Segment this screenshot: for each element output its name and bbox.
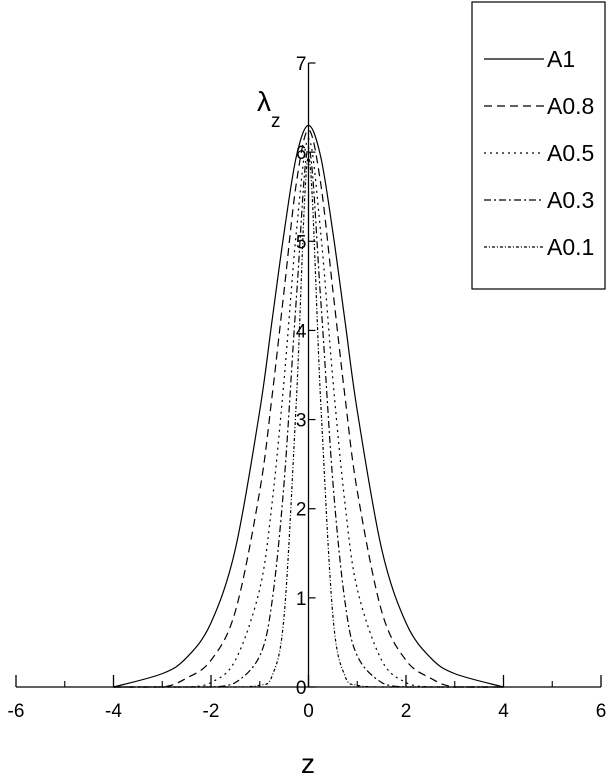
x-tick-label: -2 xyxy=(203,701,220,722)
y-axis-title: λ z xyxy=(257,86,281,132)
legend-label-a0-5: A0.5 xyxy=(547,140,594,166)
x-tick-label: 4 xyxy=(498,701,509,722)
x-tick-label: 2 xyxy=(401,701,412,722)
x-tick-label: -6 xyxy=(8,701,25,722)
axes: -6 -4 -2 0 2 4 6 0 1 2 3 4 5 6 7 xyxy=(8,54,607,722)
x-tick-label: 6 xyxy=(596,701,607,722)
legend: A1 A0.8 A0.5 A0.3 A0.1 xyxy=(471,1,606,290)
x-axis-title-text: z xyxy=(301,748,315,779)
y-tick-label: 5 xyxy=(296,232,307,253)
legend-label-a0-8: A0.8 xyxy=(547,93,594,119)
y-tick-label: 6 xyxy=(296,143,307,164)
legend-label-a0-3: A0.3 xyxy=(547,187,594,213)
legend-label-a1: A1 xyxy=(547,46,575,72)
y-tick-label: 0 xyxy=(296,678,307,699)
x-tick-label: 0 xyxy=(303,701,314,722)
y-tick-label: 4 xyxy=(296,321,307,342)
x-tick-label: -4 xyxy=(105,701,122,722)
y-tick-label: 1 xyxy=(296,589,307,610)
y-tick-label: 7 xyxy=(296,54,307,75)
legend-label-a0-1: A0.1 xyxy=(547,234,594,260)
y-axis-title-subscript: z xyxy=(271,111,281,132)
series-line-a0-8 xyxy=(113,129,504,688)
y-tick-label: 3 xyxy=(296,411,307,432)
x-axis-title: z xyxy=(301,748,315,779)
legend-box xyxy=(471,1,606,290)
y-axis-title-symbol: λ xyxy=(257,86,271,117)
legend-items: A1 A0.8 A0.5 A0.3 A0.1 xyxy=(484,46,594,260)
y-tick-label: 2 xyxy=(296,500,307,521)
